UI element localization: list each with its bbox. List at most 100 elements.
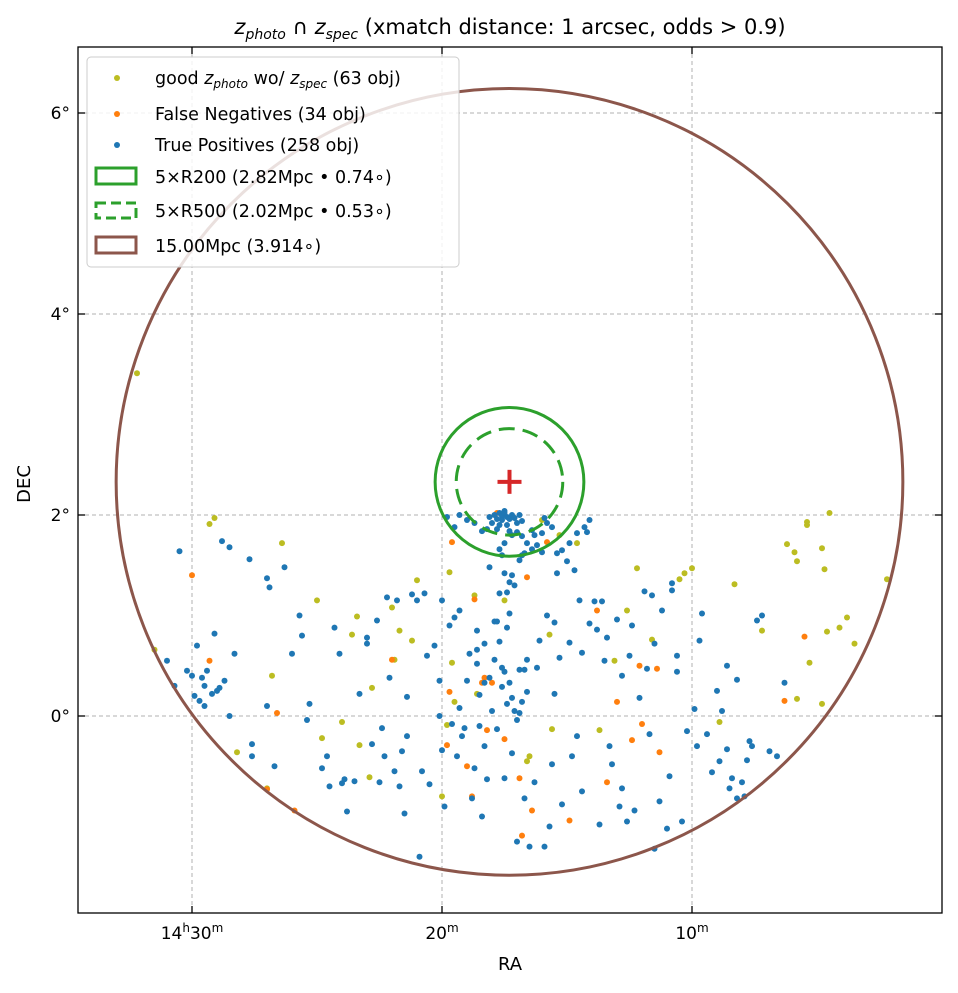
data-point: [484, 776, 490, 783]
data-point: [446, 569, 453, 576]
data-point: [439, 597, 445, 604]
data-point: [384, 594, 390, 601]
data-point: [354, 613, 360, 620]
data-point: [726, 785, 733, 792]
data-point: [461, 725, 468, 732]
data-point: [459, 733, 465, 740]
data-point: [734, 676, 740, 683]
data-point: [676, 576, 683, 583]
legend-label-r500: 5×R500 (2.02Mpc • 0.53∘): [155, 202, 392, 222]
data-point: [486, 514, 493, 520]
data-point: [419, 768, 425, 775]
data-point: [824, 628, 830, 635]
data-point: [579, 788, 585, 795]
data-point: [544, 520, 550, 526]
data-point: [306, 700, 313, 707]
data-point: [509, 572, 515, 579]
data-point: [201, 703, 208, 709]
data-point: [656, 798, 663, 805]
data-point: [644, 665, 650, 672]
circle-r200: [433, 405, 586, 558]
legend-label-true-positives: True Positives (258 obj): [154, 136, 359, 156]
data-point: [851, 640, 858, 647]
data-point: [574, 540, 580, 547]
data-point: [759, 627, 765, 634]
data-point: [204, 667, 210, 674]
data-point: [404, 733, 410, 740]
data-point: [176, 548, 183, 555]
chart-title: zphoto ∩ zspec (xmatch distance: 1 arcse…: [233, 15, 785, 43]
data-point: [246, 556, 253, 563]
data-point: [514, 717, 520, 723]
data-point: [524, 688, 530, 695]
data-point: [376, 779, 383, 786]
data-point: [214, 687, 220, 694]
data-point: [564, 558, 570, 565]
data-point: [794, 558, 800, 565]
x-tick-label: 14h30m: [161, 921, 224, 944]
data-point: [516, 557, 523, 564]
data-point: [784, 541, 790, 548]
data-point: [596, 821, 603, 828]
data-point: [399, 748, 405, 755]
data-point: [506, 579, 513, 586]
data-point: [516, 775, 523, 782]
data-point: [531, 779, 538, 786]
data-point: [231, 650, 238, 657]
data-point: [534, 664, 540, 671]
legend-label-good-zphoto: good zphoto wo/ zspec (63 obj): [155, 69, 401, 91]
data-point: [479, 813, 485, 820]
data-point: [504, 589, 510, 596]
data-point: [739, 779, 745, 786]
legend-label-r200: 5×R200 (2.82Mpc • 0.74∘): [155, 168, 392, 188]
data-point: [234, 749, 240, 756]
data-point: [394, 597, 400, 604]
data-point: [629, 622, 635, 629]
data-point: [409, 637, 415, 644]
data-point: [651, 640, 658, 647]
data-point: [731, 581, 738, 588]
data-point: [466, 650, 473, 657]
legend-marker-good-zphoto: [114, 75, 120, 81]
data-point: [504, 700, 510, 707]
data-point: [501, 736, 508, 743]
data-point: [681, 570, 688, 577]
data-point: [389, 604, 395, 611]
data-point: [474, 627, 480, 634]
data-point: [844, 614, 850, 621]
data-point: [501, 540, 508, 547]
legend-label-15mpc: 15.00Mpc (3.914∘): [155, 237, 321, 257]
data-point: [586, 620, 593, 627]
data-point: [656, 749, 663, 756]
data-point: [356, 742, 363, 749]
data-point: [489, 520, 495, 526]
data-point: [379, 725, 385, 732]
data-point: [289, 650, 295, 657]
data-point: [606, 743, 613, 750]
data-point: [749, 743, 755, 750]
data-point: [336, 650, 343, 657]
y-tick-label: 4°: [51, 305, 70, 325]
data-point: [319, 735, 325, 742]
data-point: [791, 549, 798, 556]
data-point: [619, 672, 625, 679]
data-point: [734, 795, 740, 802]
legend-box: [86, 56, 460, 268]
data-point: [369, 741, 375, 748]
data-point: [566, 817, 573, 824]
data-point: [476, 691, 483, 698]
data-point: [536, 637, 543, 644]
data-point: [474, 660, 480, 667]
data-point: [194, 642, 200, 649]
data-point: [441, 803, 448, 810]
data-point: [494, 618, 500, 625]
data-point: [526, 753, 533, 760]
data-point: [491, 656, 498, 663]
data-point: [566, 639, 573, 646]
data-point: [226, 713, 233, 719]
data-point: [511, 582, 518, 589]
data-point: [551, 619, 558, 626]
data-point: [744, 757, 750, 764]
data-point: [396, 783, 403, 790]
